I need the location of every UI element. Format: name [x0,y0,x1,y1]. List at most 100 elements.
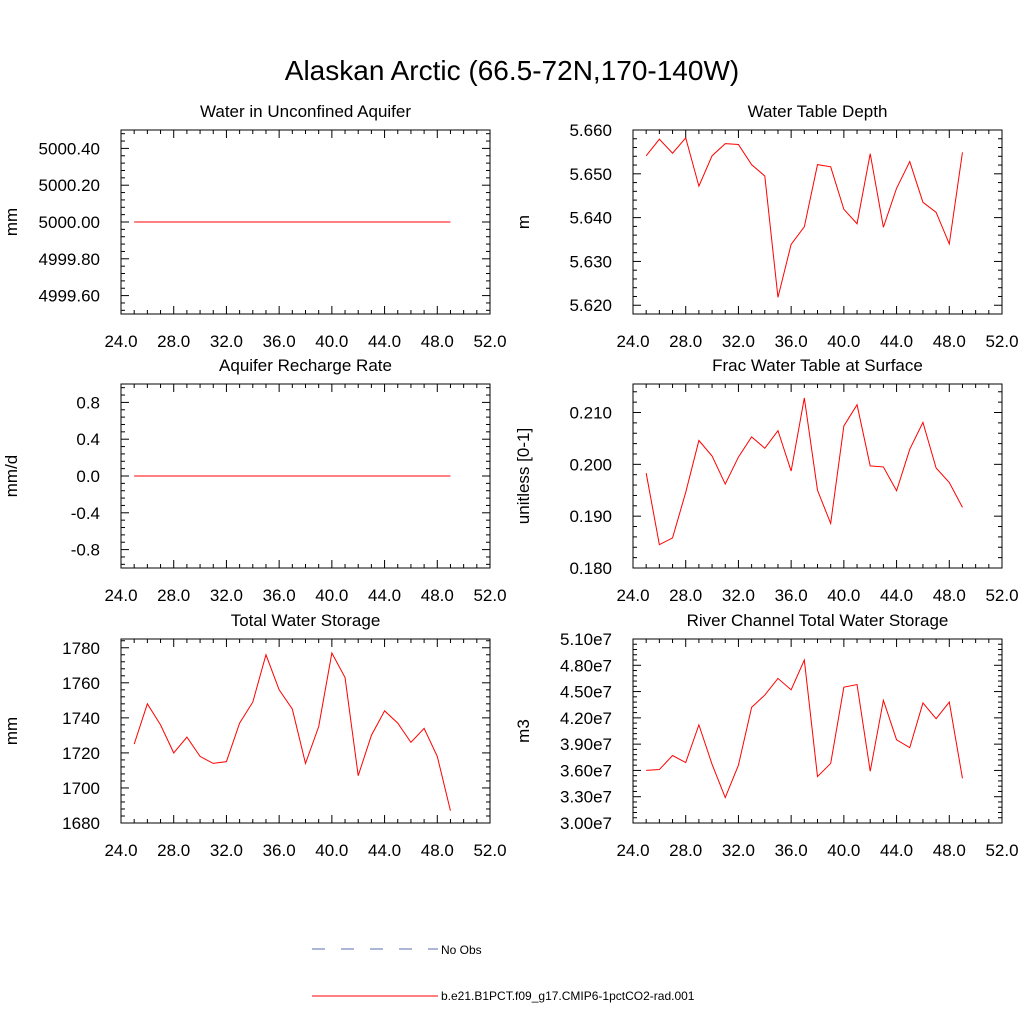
x-tick-label: 32.0 [210,586,243,605]
x-tick-label: 40.0 [315,841,348,860]
y-tick-label: 5000.40 [39,139,100,158]
y-tick-label: 1700 [62,779,100,798]
y-axis-label: mm [2,717,21,745]
y-tick-label: 1720 [62,744,100,763]
y-tick-label: 1680 [62,814,100,833]
plot-frame [632,383,1003,569]
y-tick-label: -0.4 [71,504,100,523]
x-tick-label: 44.0 [880,841,913,860]
y-tick-label: 1780 [62,639,100,658]
panel-title: River Channel Total Water Storage [687,611,949,630]
y-tick-label: -0.8 [71,541,100,560]
x-tick-label: 28.0 [669,586,702,605]
y-tick-label: 4999.80 [39,250,100,269]
x-tick-label: 24.0 [104,841,137,860]
x-tick-label: 44.0 [880,332,913,351]
panel-water-table-depth: Water Table Depth m 24.0 28.0 32.0 36.0 40.0 44… [514,102,1019,351]
panel-water-in-unconfined-aquifer: Water in Unconfined Aquifer mm 24.0 28.0 32.… [2,102,507,351]
legend-label-no-obs: No Obs [441,943,482,957]
panel-total-water-storage: Total Water Storage mm 24.0 28.0 32.0 36.0 40.… [2,611,507,860]
x-tick-label: 52.0 [473,586,506,605]
x-tick-label: 36.0 [775,841,808,860]
x-tick-label: 44.0 [368,332,401,351]
x-tick-label: 48.0 [421,586,454,605]
y-tick-label: 5.630 [569,252,612,271]
figure-title: Alaskan Arctic (66.5-72N,170-140W) [285,55,739,86]
panel-title: Water in Unconfined Aquifer [200,102,411,121]
y-tick-label: 5.640 [569,209,612,228]
x-tick-label: 28.0 [669,841,702,860]
x-tick-label: 48.0 [933,586,966,605]
x-tick-label: 32.0 [722,332,755,351]
panel-title: Frac Water Table at Surface [712,356,923,375]
y-tick-label: 3.00e7 [560,814,612,833]
y-axis-label: unitless [0-1] [514,428,533,524]
x-tick-label: 28.0 [669,332,702,351]
x-tick-label: 44.0 [368,586,401,605]
panels: Water in Unconfined Aquifer mm 24.0 28.0 32.… [2,102,1019,860]
y-tick-label: 0.4 [76,430,100,449]
x-tick-label: 52.0 [985,841,1018,860]
y-tick-label: 0.200 [569,455,612,474]
y-tick-label: 0.210 [569,404,612,423]
y-axis-label: mm [2,208,21,236]
y-tick-label: 5000.00 [39,213,100,232]
y-tick-label: 5.660 [569,121,612,140]
x-tick-label: 32.0 [722,841,755,860]
y-tick-label: 0.180 [569,559,612,578]
x-tick-label: 24.0 [104,586,137,605]
x-tick-label: 28.0 [157,841,190,860]
x-tick-label: 48.0 [421,332,454,351]
y-tick-label: 4.80e7 [560,656,612,675]
y-axis-label: mm/d [2,455,21,498]
x-tick-label: 28.0 [157,332,190,351]
x-tick-label: 36.0 [263,841,296,860]
y-tick-label: 3.30e7 [560,788,612,807]
legend: No Obs b.e21.B1PCT.f09_g17.CMIP6-1pctCO2… [312,943,695,1003]
y-axis-label: m [514,215,533,229]
x-tick-label: 40.0 [315,332,348,351]
y-tick-label: 0.0 [76,467,100,486]
y-tick-label: 5.650 [569,165,612,184]
x-tick-label: 52.0 [473,841,506,860]
x-tick-label: 24.0 [104,332,137,351]
legend-label-model: b.e21.B1PCT.f09_g17.CMIP6-1pctCO2-rad.00… [441,989,695,1003]
panel-title: Aquifer Recharge Rate [219,356,392,375]
x-tick-label: 48.0 [421,841,454,860]
x-tick-label: 24.0 [616,332,649,351]
x-tick-label: 40.0 [827,586,860,605]
y-tick-label: 3.60e7 [560,761,612,780]
series-line [645,397,963,546]
series-line [645,136,963,298]
y-tick-label: 4999.60 [39,287,100,306]
x-tick-label: 52.0 [985,332,1018,351]
y-tick-label: 5000.20 [39,176,100,195]
x-tick-label: 32.0 [210,332,243,351]
x-tick-label: 32.0 [722,586,755,605]
y-tick-label: 0.8 [76,393,100,412]
y-tick-label: 1740 [62,709,100,728]
x-tick-label: 28.0 [157,586,190,605]
y-tick-label: 0.190 [569,507,612,526]
plot-frame [120,638,491,824]
panel-frac-water-table-at-surface: Frac Water Table at Surface unitless [0-1… [514,356,1019,605]
series-line [646,658,963,799]
x-tick-label: 52.0 [473,332,506,351]
y-tick-label: 1760 [62,674,100,693]
y-tick-label: 5.10e7 [560,630,612,649]
y-axis-label: m3 [514,719,533,743]
x-tick-label: 36.0 [263,586,296,605]
x-tick-label: 36.0 [263,332,296,351]
x-tick-label: 36.0 [775,332,808,351]
plot-frame [632,638,1003,824]
x-tick-label: 36.0 [775,586,808,605]
x-tick-label: 32.0 [210,841,243,860]
y-tick-label: 4.20e7 [560,709,612,728]
x-tick-label: 48.0 [933,332,966,351]
x-tick-label: 40.0 [827,332,860,351]
panel-title: Total Water Storage [231,611,381,630]
x-tick-label: 40.0 [315,586,348,605]
x-tick-label: 24.0 [616,586,649,605]
series-line [133,651,451,811]
x-tick-label: 44.0 [368,841,401,860]
